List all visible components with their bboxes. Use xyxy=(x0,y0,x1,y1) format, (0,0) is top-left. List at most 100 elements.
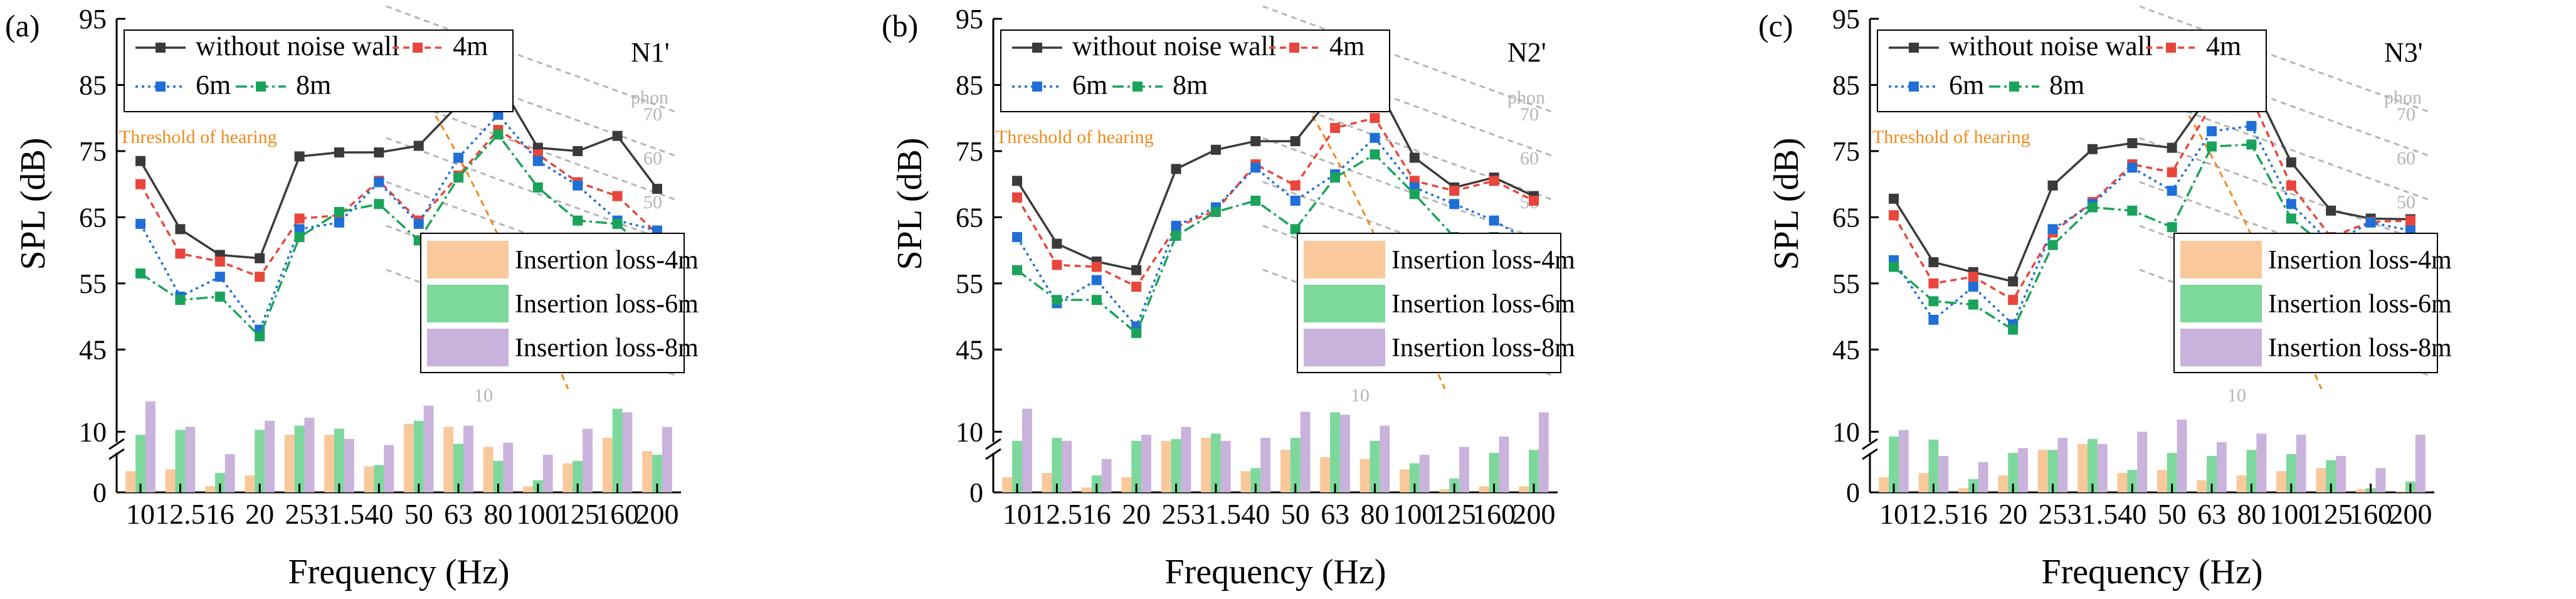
line-legend: without noise wall 4m 6m 8m xyxy=(1877,29,2267,112)
y-tick-label: 45 xyxy=(1832,334,1860,365)
bar-il6 xyxy=(214,473,225,492)
bar-il8 xyxy=(1380,425,1390,492)
line-legend: without noise wall 4m 6m 8m xyxy=(124,29,514,112)
point-m6 xyxy=(413,218,424,229)
x-tick-label: 200 xyxy=(1512,498,1555,530)
point-m4 xyxy=(2008,295,2019,305)
panel-label: (a) xyxy=(5,8,40,43)
point-m4 xyxy=(1489,176,1499,186)
point-m4 xyxy=(1528,196,1539,206)
x-axis-title: Frequency (Hz) xyxy=(2042,553,2263,591)
phon-value: 10 xyxy=(474,385,493,406)
x-tick-label: 200 xyxy=(2389,498,2432,530)
y-tick-label: 10 xyxy=(956,416,983,447)
bar-il8 xyxy=(463,425,473,492)
legend-label-il8: Insertion loss-8m xyxy=(1391,334,1575,363)
legend-marker-m8 xyxy=(1132,82,1143,92)
axis-break-mark xyxy=(108,438,125,450)
threshold-label: Threshold of hearing xyxy=(996,127,1154,147)
point-m6 xyxy=(334,217,344,228)
point-without xyxy=(1250,136,1261,147)
point-m6 xyxy=(1091,275,1102,285)
axis-break-mark xyxy=(1862,448,1878,460)
point-m6 xyxy=(2047,224,2058,235)
bar-il6 xyxy=(413,420,424,492)
bar-il4 xyxy=(483,447,494,492)
bar-il8 xyxy=(423,405,434,492)
legend-label-m8: 8m xyxy=(1173,70,1208,100)
series-line-without xyxy=(1016,80,1534,272)
bar-il8 xyxy=(2415,435,2426,492)
bar-il6 xyxy=(1211,433,1221,492)
series-line-m4 xyxy=(1892,97,2411,302)
point-without xyxy=(294,151,305,162)
point-without xyxy=(1052,238,1062,249)
x-tick-label: 31.5 xyxy=(2067,498,2118,530)
point-m6 xyxy=(2365,217,2376,228)
bar-il6 xyxy=(453,443,463,492)
x-tick-label: 40 xyxy=(364,498,393,530)
bar-il6 xyxy=(175,430,186,492)
x-tick-label: 160 xyxy=(596,498,639,530)
legend-label-il8: Insertion loss-8m xyxy=(515,334,699,363)
point-m4 xyxy=(2286,180,2296,191)
legend-box xyxy=(1000,29,1390,112)
series-line-m6 xyxy=(139,113,658,332)
x-tick-label: 200 xyxy=(635,498,678,530)
legend-label-m4: 4m xyxy=(453,31,488,61)
bar-il6 xyxy=(2246,450,2257,492)
bar-il4 xyxy=(1161,440,1171,492)
point-without xyxy=(374,147,384,158)
x-tick-label: 50 xyxy=(404,498,433,530)
point-m8 xyxy=(1171,230,1181,241)
bar-il4 xyxy=(602,438,613,492)
legend-swatch-il4 xyxy=(427,241,509,278)
point-m6 xyxy=(1290,196,1301,206)
phon-value: 70 xyxy=(2397,104,2415,125)
phon-curve xyxy=(386,5,679,114)
bar-il4 xyxy=(1958,488,1968,492)
bar-il8 xyxy=(2256,433,2267,492)
point-m6 xyxy=(2207,126,2217,137)
bar-il8 xyxy=(1499,437,1509,492)
legend-swatch-il4 xyxy=(2180,241,2262,278)
panel-3: phon70605040302010Threshold of hearing45… xyxy=(1758,4,2452,591)
point-m8 xyxy=(1012,265,1023,275)
y-tick-label: 65 xyxy=(1832,202,1860,233)
legend-box xyxy=(124,29,514,112)
receiver-label: N1' xyxy=(631,37,670,68)
legend-marker-m8 xyxy=(256,82,266,92)
phon-curve xyxy=(2139,137,2432,246)
x-tick-label: 10 xyxy=(1003,498,1032,530)
x-tick-label: 20 xyxy=(1998,498,2027,530)
x-tick-label: 50 xyxy=(1281,498,1310,530)
bar-il4 xyxy=(2077,443,2088,492)
phon-curve xyxy=(2139,5,2432,114)
bar-il6 xyxy=(652,455,662,492)
point-m8 xyxy=(2008,324,2019,335)
bar-il4 xyxy=(1201,438,1211,492)
x-tick-label: 63 xyxy=(1321,498,1349,530)
point-m8 xyxy=(2286,213,2296,224)
bar-il8 xyxy=(1141,435,1151,492)
point-without xyxy=(413,140,424,151)
bar-il4 xyxy=(1002,477,1013,492)
bar-il4 xyxy=(562,463,573,492)
y-tick-label: 10 xyxy=(1832,416,1860,447)
receiver-label: N3' xyxy=(2384,37,2423,68)
bar-il8 xyxy=(622,412,633,492)
bar-il8 xyxy=(1220,440,1231,492)
bar-il4 xyxy=(1240,471,1251,492)
point-m4 xyxy=(135,179,146,189)
legend-label-m6: 6m xyxy=(1949,70,1984,100)
point-without xyxy=(255,253,265,263)
receiver-label: N2' xyxy=(1507,37,1546,68)
bar-il8 xyxy=(2018,448,2028,492)
point-m8 xyxy=(2087,202,2098,213)
x-tick-label: 31.5 xyxy=(314,498,365,530)
point-m6 xyxy=(374,177,384,188)
bar-il6 xyxy=(612,408,623,492)
phon-label: phon xyxy=(2384,87,2422,108)
point-without xyxy=(2286,157,2296,167)
